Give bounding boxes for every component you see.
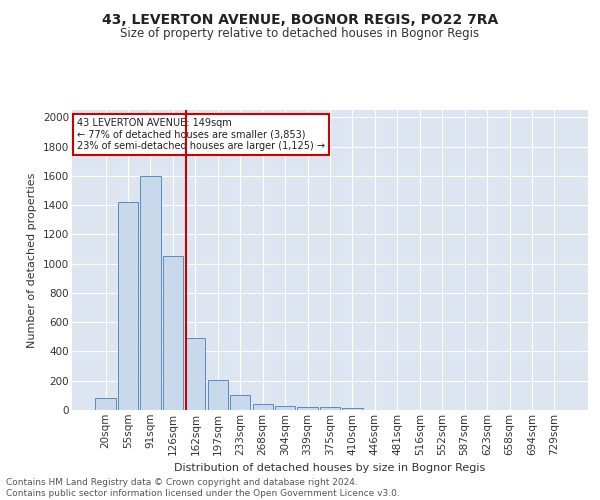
Bar [298,407,317,410]
Text: 43, LEVERTON AVENUE, BOGNOR REGIS, PO22 7RA: 43, LEVERTON AVENUE, BOGNOR REGIS, PO22 … [102,12,498,26]
Bar [275,406,295,410]
Text: Contains HM Land Registry data © Crown copyright and database right 2024.
Contai: Contains HM Land Registry data © Crown c… [6,478,400,498]
Bar [95,398,116,410]
Bar [140,176,161,410]
Text: 43 LEVERTON AVENUE: 149sqm
← 77% of detached houses are smaller (3,853)
23% of s: 43 LEVERTON AVENUE: 149sqm ← 77% of deta… [77,118,325,150]
Bar [230,394,250,410]
Bar [185,338,205,410]
Text: Size of property relative to detached houses in Bognor Regis: Size of property relative to detached ho… [121,28,479,40]
Bar [208,380,228,410]
Bar [343,408,362,410]
Bar [320,408,340,410]
Bar [253,404,273,410]
Y-axis label: Number of detached properties: Number of detached properties [28,172,37,348]
X-axis label: Distribution of detached houses by size in Bognor Regis: Distribution of detached houses by size … [175,463,485,473]
Bar [163,256,183,410]
Bar [118,202,138,410]
